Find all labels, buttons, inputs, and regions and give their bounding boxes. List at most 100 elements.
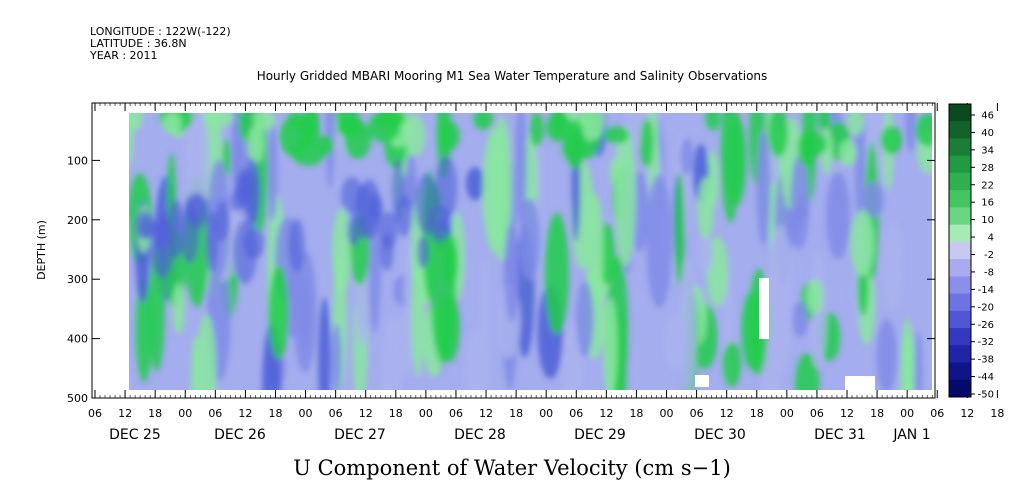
heatmap-cell: [576, 280, 594, 357]
heatmap-cell: [863, 181, 884, 218]
heatmap-cell: [480, 256, 489, 381]
colorbar-label: -8: [984, 267, 994, 278]
x-tick-label: 12: [238, 407, 252, 420]
missing-data-gap: [759, 278, 769, 339]
heatmap-cell: [603, 126, 630, 145]
heatmap-cell: [882, 219, 903, 311]
colorbar-swatch: [949, 276, 971, 295]
heatmap-cell: [318, 297, 331, 390]
colorbar-swatch: [949, 155, 971, 174]
x-tick-label: 06: [930, 407, 944, 420]
heatmap-cell: [705, 113, 721, 131]
heatmap-cell: [325, 113, 335, 189]
x-date-label: DEC 31: [814, 427, 866, 443]
heatmap-cell: [167, 199, 185, 259]
colorbar-swatch: [949, 104, 971, 122]
heatmap-cell: [850, 210, 875, 277]
heatmap-cell: [196, 313, 217, 390]
heatmap-cell: [544, 212, 570, 335]
heatmap-cell: [300, 113, 320, 148]
x-tick-label: 06: [569, 407, 583, 420]
colorbar-label: 4: [988, 233, 994, 244]
heatmap-cell: [268, 122, 278, 222]
heatmap-cell: [914, 331, 923, 390]
heatmap-cell: [482, 128, 508, 253]
colorbar-label: -2: [984, 250, 994, 261]
heatmap-cell: [369, 194, 384, 223]
heatmap-cell: [900, 317, 915, 390]
heatmap-cell: [756, 128, 771, 246]
colorbar-swatch: [949, 121, 971, 139]
colorbar-swatch: [949, 259, 971, 277]
heatmap-cell: [905, 113, 917, 153]
year-label: YEAR : 2011: [90, 49, 158, 62]
y-tick-label: 200: [67, 214, 88, 227]
colorbar-label: 10: [981, 215, 994, 226]
heatmap-cell: [416, 235, 430, 269]
colorbar-label: -20: [978, 302, 994, 313]
colorbar-label: 40: [981, 128, 994, 139]
heatmap-cell: [767, 224, 794, 373]
plot-frame: [91, 102, 936, 399]
heatmap-cell: [185, 113, 210, 217]
y-tick-label: 100: [67, 154, 88, 167]
colorbar-swatch: [949, 172, 971, 191]
heatmap-cell: [392, 157, 404, 222]
colorbar-swatch: [949, 345, 971, 364]
x-tick-label: 00: [900, 407, 914, 420]
x-tick-label: 12: [720, 407, 734, 420]
colorbar-frame: [948, 103, 972, 398]
x-tick-label: 00: [780, 407, 794, 420]
colorbar-label: -44: [978, 372, 994, 383]
x-tick-label: 12: [479, 407, 493, 420]
heatmap-cell: [190, 335, 201, 390]
heatmap-cell: [465, 167, 485, 201]
heatmap-cell: [825, 172, 851, 260]
heatmap-cell: [915, 113, 932, 147]
heatmap-cell: [268, 265, 289, 360]
x-tick-label: 18: [148, 407, 162, 420]
colorbar-label: -50: [978, 390, 994, 401]
x-date-label: DEC 30: [694, 427, 746, 443]
heatmap-cell: [854, 113, 866, 227]
x-tick-label: 12: [359, 407, 373, 420]
x-axis-label: U Component of Water Velocity (cm s−1): [293, 456, 731, 480]
x-date-label: JAN 1: [892, 427, 930, 443]
heatmap-cell: [135, 278, 153, 382]
heatmap-cell: [876, 318, 897, 390]
heatmap-cell: [519, 197, 540, 281]
heatmap-cell: [857, 263, 869, 316]
colorbar-swatch: [949, 310, 971, 329]
heatmap-cell: [680, 138, 694, 175]
heatmap-cell: [134, 210, 155, 240]
x-date-label: DEC 27: [334, 427, 386, 443]
colorbar-label: -32: [978, 337, 994, 348]
heatmap-cell: [839, 139, 857, 167]
heatmap-cell: [504, 222, 519, 323]
heatmap-cell: [411, 240, 426, 377]
heatmap-cell: [674, 173, 685, 286]
x-tick-label: 12: [118, 407, 132, 420]
colorbar-swatch: [949, 379, 971, 398]
colorbar-swatch: [949, 293, 971, 312]
heatmap-cell: [578, 113, 605, 141]
heatmap-cell: [697, 177, 714, 242]
x-tick-label: 06: [690, 407, 704, 420]
heatmap-cell: [680, 258, 697, 390]
chart-title: Hourly Gridded MBARI Mooring M1 Sea Wate…: [257, 69, 768, 83]
heatmap-cell: [791, 301, 809, 338]
y-tick-label: 300: [67, 273, 88, 286]
heatmap-cell: [129, 113, 143, 131]
heatmap-cell: [354, 183, 373, 239]
x-tick-label: 06: [449, 407, 463, 420]
y-axis-label: DEPTH (m): [35, 220, 48, 280]
colorbar-label: -14: [978, 285, 994, 296]
heatmap-cell: [806, 279, 824, 315]
heatmap-cell: [603, 297, 618, 390]
x-tick-label: 00: [539, 407, 553, 420]
colorbar-label: 34: [981, 145, 994, 156]
heatmap-cell: [392, 316, 411, 378]
y-axis: 100 200 300 400 500: [67, 154, 935, 405]
colorbar-swatch: [949, 190, 971, 208]
